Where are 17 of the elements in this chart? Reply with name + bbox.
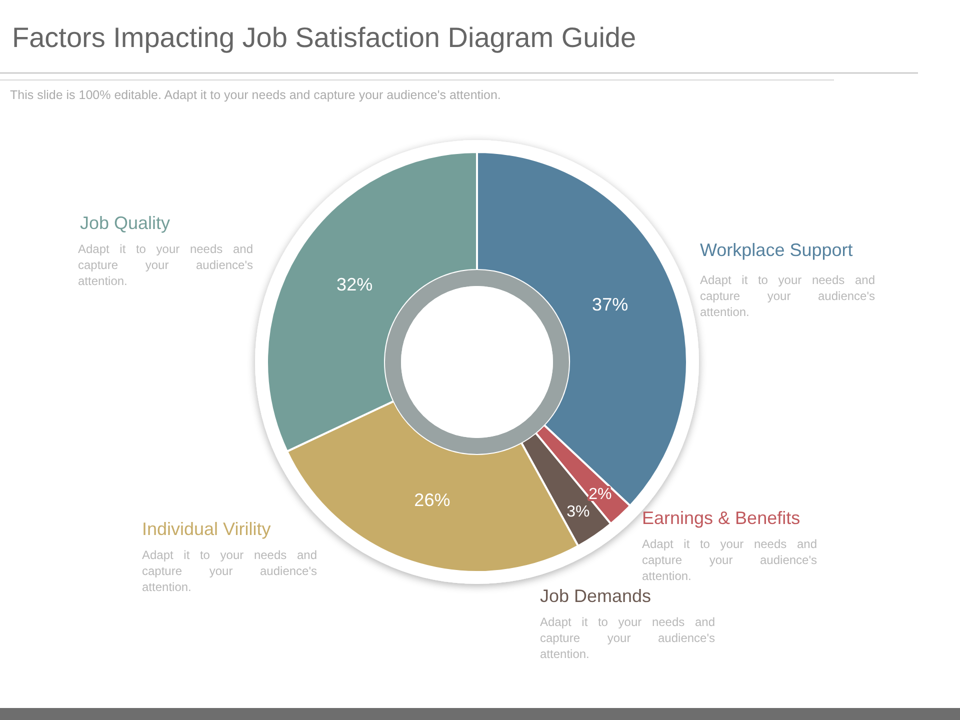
slice-label: Job Demands [540, 586, 652, 606]
chart-title: Factors Impacting Job Satisfaction Diagram Guide [12, 22, 636, 53]
text: Adapt it to your needs and capture your audience's attention. [540, 615, 715, 661]
text: Adapt it to your needs and capture your audience's attention. [642, 537, 817, 583]
slice-label: Job Quality [80, 213, 170, 233]
data-label: 32% [336, 274, 373, 295]
text: Adapt it to your needs and capture your audience's attention. [78, 242, 253, 288]
slice-label: Individual Virility [142, 519, 271, 539]
chart-subtitle: This slide is 100% editable. Adapt it to your needs and capture your audience's attention. [10, 88, 501, 102]
slice-label: Workplace Support [700, 240, 853, 260]
data-label: 26% [414, 490, 450, 510]
text: Adapt it to your needs and capture your audience's attention. [142, 548, 317, 594]
data-label: 2% [588, 486, 612, 503]
slice-label: Earnings & Benefits [642, 508, 800, 528]
data-label: 3% [566, 503, 590, 520]
data-label: 37% [592, 294, 628, 315]
text: Adapt it to your needs and capture your audience's attention. [700, 273, 875, 319]
